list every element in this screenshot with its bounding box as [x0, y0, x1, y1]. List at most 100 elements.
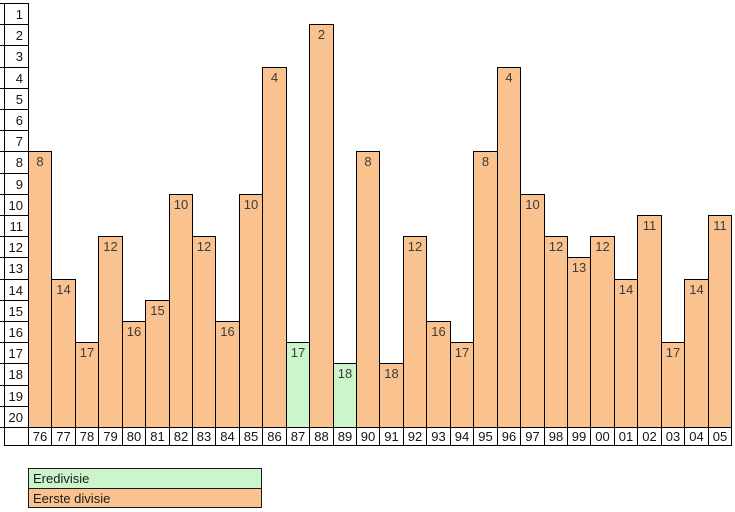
axis-tick	[0, 279, 4, 280]
bar-value-label: 8	[36, 154, 44, 169]
bar-value-label: 10	[243, 197, 259, 212]
x-axis-label: 90	[356, 427, 380, 446]
x-axis-label: 05	[708, 427, 732, 446]
x-axis-label: 81	[145, 427, 170, 446]
bar-value-label: 17	[290, 345, 306, 360]
bar: 11	[637, 215, 662, 428]
x-axis-label: 01	[614, 427, 638, 446]
bar: 8	[356, 151, 380, 428]
x-axis-label: 84	[215, 427, 240, 446]
axis-tick	[0, 406, 4, 407]
bar: 4	[497, 67, 521, 428]
y-axis-label: 1	[4, 3, 29, 25]
bar-value-label: 11	[642, 218, 657, 233]
bar: 17	[450, 342, 474, 428]
y-axis-label: 8	[4, 151, 29, 174]
bar: 11	[708, 215, 732, 428]
bar: 14	[684, 279, 709, 428]
axis-tick	[0, 151, 4, 152]
bar-value-label: 12	[103, 239, 118, 254]
x-axis-label: 94	[450, 427, 474, 446]
bar: 18	[379, 363, 404, 428]
y-axis-label: 4	[4, 67, 29, 89]
x-axis-label: 86	[262, 427, 287, 446]
bar: 12	[590, 236, 615, 428]
y-axis-label: 5	[4, 88, 29, 110]
y-axis-label: 14	[4, 279, 29, 301]
x-axis-label: 88	[309, 427, 334, 446]
bar: 12	[403, 236, 427, 428]
axis-tick	[0, 236, 4, 237]
y-axis-label: 17	[4, 342, 29, 364]
bar-value-label: 14	[689, 282, 704, 297]
y-axis-label: 10	[4, 194, 29, 216]
bar: 12	[192, 236, 216, 428]
axis-tick	[0, 321, 4, 322]
bar-value-label: 8	[481, 154, 490, 169]
x-axis-label: 91	[379, 427, 404, 446]
bar: 12	[98, 236, 123, 428]
bar: 17	[75, 342, 99, 428]
y-axis-label: 2	[4, 24, 29, 46]
x-axis-label: 76	[28, 427, 52, 446]
bar: 13	[567, 257, 591, 428]
x-axis-label: 04	[684, 427, 709, 446]
axis-tick	[0, 194, 4, 195]
y-axis-label: 20	[4, 406, 29, 428]
bar: 17	[661, 342, 685, 428]
x-axis-label: 93	[426, 427, 451, 446]
legend-row-eredivisie: Eredivisie	[28, 468, 262, 489]
bar: 8	[473, 151, 498, 428]
bar-value-label: 13	[571, 260, 587, 275]
axis-tick	[0, 88, 4, 89]
bar: 18	[333, 363, 357, 428]
bar: 16	[215, 321, 240, 428]
x-axis-label: 95	[473, 427, 498, 446]
x-axis-label: 87	[286, 427, 310, 446]
x-axis-label: 78	[75, 427, 99, 446]
y-axis-label: 9	[4, 173, 29, 195]
bar: 10	[169, 194, 193, 428]
bar: 16	[122, 321, 146, 428]
y-axis-label: 7	[4, 130, 29, 152]
axis-tick	[0, 130, 4, 131]
x-axis-corner-cell	[4, 427, 29, 446]
x-axis-label: 89	[333, 427, 357, 446]
axis-tick	[0, 363, 4, 364]
bar: 12	[544, 236, 568, 428]
bar-value-label: 4	[505, 70, 513, 85]
bar-value-label: 12	[407, 239, 423, 254]
axis-tick	[0, 24, 4, 25]
y-axis-label: 19	[4, 385, 29, 407]
bar: 4	[262, 67, 287, 428]
x-axis-label: 85	[239, 427, 263, 446]
x-axis-label: 00	[590, 427, 615, 446]
legend-row-eerste_divisie: Eerste divisie	[28, 488, 262, 508]
x-axis-label: 92	[403, 427, 427, 446]
axis-tick	[0, 300, 4, 301]
y-axis-label: 18	[4, 363, 29, 386]
bar-value-label: 12	[595, 239, 610, 254]
axis-tick	[0, 427, 4, 428]
bar-value-label: 12	[548, 239, 564, 254]
bar: 14	[51, 279, 76, 428]
bar-value-label: 18	[337, 366, 353, 381]
bar: 2	[309, 24, 334, 428]
bar-value-label: 16	[126, 324, 142, 339]
bar-value-label: 16	[220, 324, 235, 339]
bar-value-label: 16	[431, 324, 446, 339]
bar: 17	[286, 342, 310, 428]
y-axis-label: 13	[4, 257, 29, 280]
bar: 16	[426, 321, 451, 428]
bar-value-label: 17	[454, 345, 470, 360]
x-axis-label: 80	[122, 427, 146, 446]
x-axis-label: 79	[98, 427, 123, 446]
bar: 15	[145, 300, 170, 428]
bar-value-label: 14	[56, 282, 71, 297]
bar-value-label: 2	[317, 27, 326, 42]
y-axis-label: 6	[4, 109, 29, 131]
axis-tick	[0, 257, 4, 258]
x-axis-label: 98	[544, 427, 568, 446]
bar-value-label: 11	[713, 218, 727, 233]
